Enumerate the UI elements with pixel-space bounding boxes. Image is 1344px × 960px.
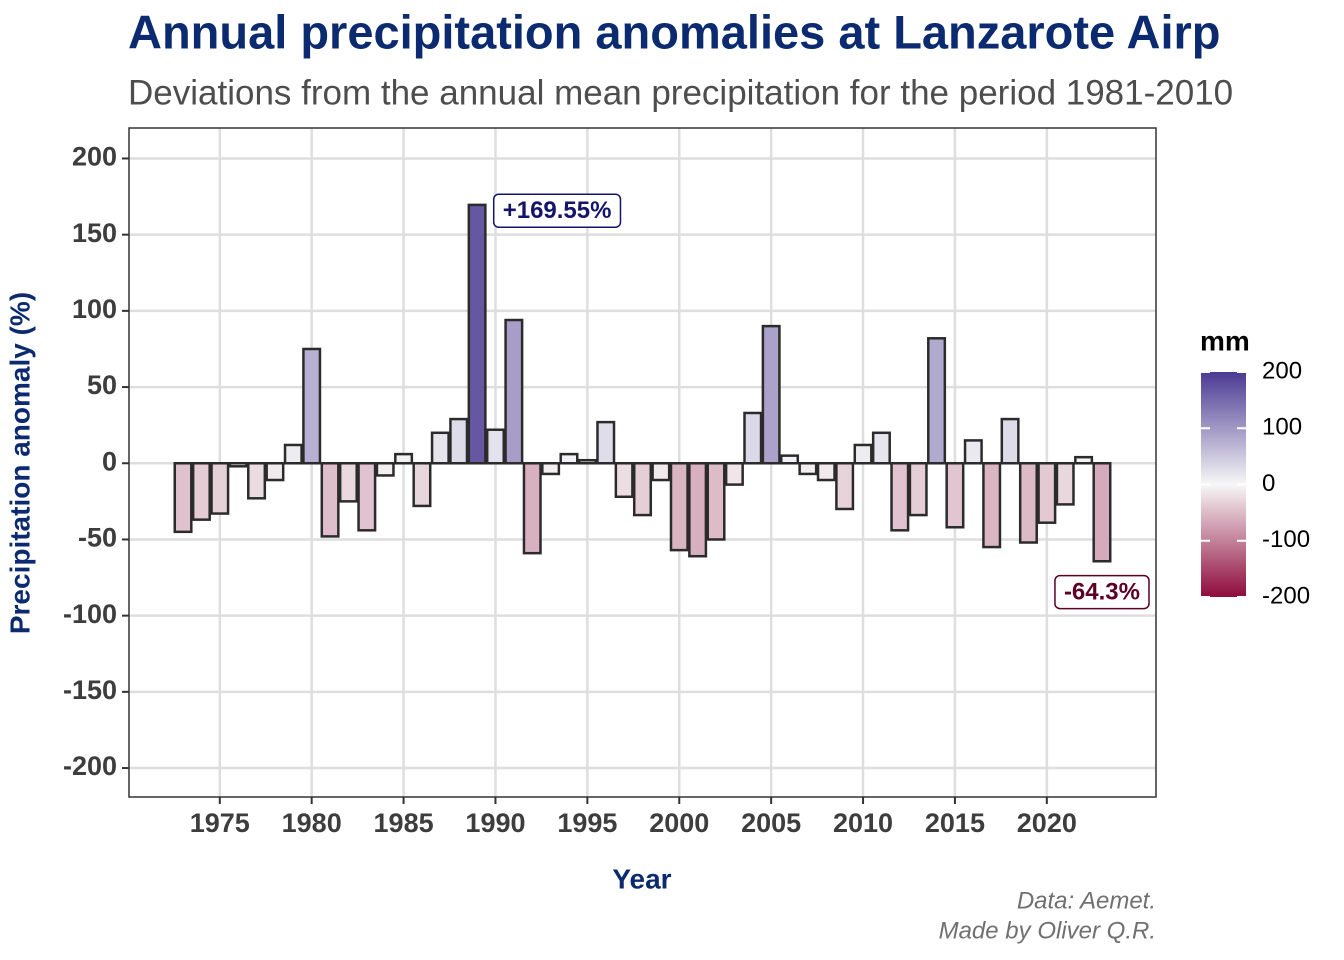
y-tick-label: 150: [72, 218, 117, 248]
bar: [688, 462, 708, 558]
bar: [541, 462, 561, 476]
value-label-box: +169.55%: [492, 193, 622, 228]
value-label: +169.55%: [503, 197, 612, 224]
label-border: [492, 193, 622, 228]
bar: [706, 462, 726, 541]
y-tick-label: 50: [87, 370, 117, 400]
x-tick-label: 1980: [282, 808, 342, 838]
bar: [1037, 462, 1057, 524]
y-axis-title: Precipitation anomaly (%): [4, 292, 35, 634]
bar: [890, 462, 910, 532]
bar: [651, 462, 671, 482]
bar: [504, 318, 524, 465]
caption: Made by Oliver Q.R.: [939, 917, 1156, 944]
bar: [596, 420, 616, 465]
legend-title: mm: [1200, 325, 1250, 356]
bar: [173, 462, 193, 534]
x-tick-label: 2005: [741, 808, 801, 838]
bar: [338, 462, 358, 503]
bar: [724, 462, 744, 486]
caption: Data: Aemet.: [1017, 887, 1156, 914]
value-label: -64.3%: [1064, 579, 1140, 606]
bar: [485, 428, 505, 465]
bar: [908, 462, 928, 517]
legend-tick-label: 100: [1262, 414, 1302, 441]
bar: [1055, 462, 1075, 506]
y-tick-label: -150: [63, 675, 117, 705]
bar: [191, 462, 211, 521]
bar: [394, 452, 414, 465]
chart-subtitle: Deviations from the annual mean precipit…: [128, 73, 1233, 112]
bar: [375, 462, 395, 477]
bar: [357, 462, 377, 532]
value-label-box: -64.3%: [1054, 574, 1150, 610]
bar: [449, 417, 469, 465]
bar: [632, 462, 653, 517]
bar: [945, 462, 965, 529]
bar: [302, 347, 322, 465]
legend-tick-label: 200: [1262, 357, 1302, 384]
bar: [559, 452, 579, 465]
y-tick-label: 0: [102, 446, 117, 476]
bar: [798, 462, 818, 476]
bar: [522, 462, 542, 555]
y-tick-label: -100: [63, 599, 117, 629]
bar: [283, 443, 303, 465]
bar: [210, 462, 230, 515]
legend-tick-label: -100: [1262, 526, 1310, 553]
bar: [927, 337, 947, 465]
legend-tick-label: 0: [1262, 470, 1275, 497]
legend-tick-label: -200: [1262, 582, 1310, 609]
bar: [853, 443, 873, 465]
bar: [761, 324, 781, 465]
x-tick-label: 2000: [649, 808, 709, 838]
y-tick-label: -50: [78, 523, 117, 553]
x-tick-label: 2020: [1017, 808, 1077, 838]
x-tick-label: 1995: [557, 808, 617, 838]
bar: [1000, 417, 1020, 465]
label-border: [1054, 574, 1150, 610]
bar: [1092, 462, 1112, 563]
bar: [1018, 462, 1038, 544]
x-tick-label: 1990: [465, 808, 525, 838]
bar: [320, 462, 340, 538]
plot-border: [128, 127, 1157, 798]
bar: [467, 203, 487, 465]
x-tick-label: 2010: [833, 808, 893, 838]
y-tick-label: -200: [63, 751, 117, 781]
bar: [963, 439, 983, 465]
bar: [669, 462, 689, 552]
x-tick-label: 1975: [190, 808, 250, 838]
bar: [835, 462, 855, 511]
x-tick-label: 1985: [374, 808, 434, 838]
y-tick-label: 200: [72, 142, 117, 172]
x-tick-label: 2015: [925, 808, 985, 838]
chart-title: Annual precipitation anomalies at Lanzar…: [128, 5, 1221, 58]
bar: [871, 431, 891, 465]
bar: [247, 462, 267, 500]
bar: [982, 462, 1002, 549]
bar: [743, 411, 763, 465]
bar: [614, 462, 634, 499]
bar: [412, 462, 432, 508]
bar: [265, 462, 285, 482]
bar: [430, 431, 450, 465]
bar: [816, 462, 836, 482]
x-axis-title: Year: [612, 863, 671, 894]
y-tick-label: 100: [72, 294, 117, 324]
